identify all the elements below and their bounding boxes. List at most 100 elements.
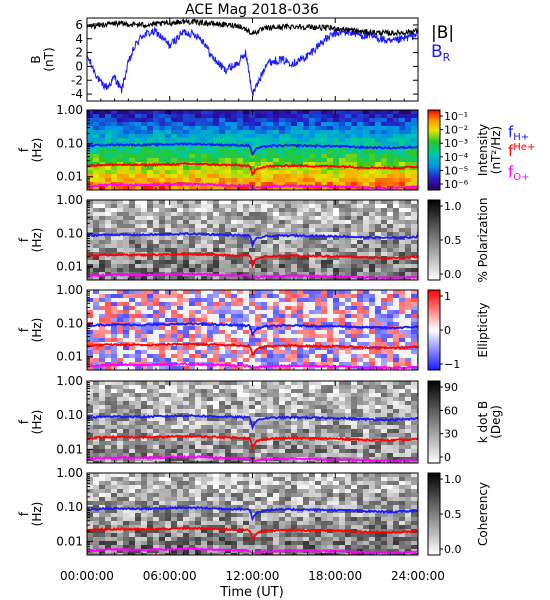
spectrogram-cell — [303, 248, 309, 252]
spectrogram-cell — [105, 449, 111, 453]
spectrogram-cell — [93, 489, 99, 493]
spectrogram-cell — [255, 453, 261, 457]
spectrogram-cell — [381, 110, 387, 114]
spectrogram-cell — [381, 449, 387, 453]
spectrogram-cell — [225, 318, 231, 322]
spectrogram-cell — [345, 449, 351, 453]
spectrogram-cell — [153, 338, 159, 342]
spectrogram-cell — [345, 244, 351, 248]
spectrogram-cell — [201, 174, 207, 178]
spectrogram-cell — [357, 389, 363, 393]
spectrogram-cell — [285, 244, 291, 248]
spectrogram-cell — [255, 413, 261, 417]
spectrogram-cell — [135, 389, 141, 393]
spectrogram-cell — [405, 322, 411, 326]
spectrogram-cell — [339, 134, 345, 138]
spectrogram-cell — [231, 346, 237, 350]
spectrogram-cell — [291, 306, 297, 310]
spectrogram-cell — [123, 330, 129, 334]
spectrogram-cell — [345, 461, 351, 463]
spectrogram-cell — [87, 236, 93, 240]
spectrogram-cell — [171, 445, 177, 449]
spectrogram-cell — [315, 433, 321, 437]
spectrogram-cell — [303, 186, 309, 190]
spectrogram-cell — [369, 453, 375, 457]
spectrogram-cell — [267, 425, 273, 429]
spectrogram-cell — [261, 186, 267, 190]
spectrogram-cell — [189, 290, 195, 294]
spectrogram-cell — [267, 114, 273, 118]
spectrogram-cell — [273, 158, 279, 162]
spectrogram-cell — [141, 441, 147, 445]
spectrogram-cell — [273, 276, 279, 280]
spectrogram-cell — [141, 212, 147, 216]
spectrogram-cell — [375, 220, 381, 224]
spectrogram-cell — [393, 314, 399, 318]
spectrogram-cell — [309, 413, 315, 417]
spectrogram-cell — [195, 228, 201, 232]
spectrogram-cell — [135, 260, 141, 264]
spectrogram-cell — [411, 385, 417, 389]
spectrogram-cell — [189, 294, 195, 298]
spectrogram-cell — [183, 449, 189, 453]
spectrogram-cell — [129, 228, 135, 232]
spectrogram-cell — [333, 346, 339, 350]
spectrogram-cell — [243, 425, 249, 429]
spectrogram-cell — [237, 248, 243, 252]
spectrogram-cell — [285, 186, 291, 190]
spectrogram-cell — [405, 142, 411, 146]
spectrogram-cell — [243, 240, 249, 244]
spectrogram-cell — [261, 248, 267, 252]
spectrogram-cell — [225, 306, 231, 310]
spectrogram-cell — [297, 310, 303, 314]
spectrogram-cell — [231, 224, 237, 228]
spectrogram-cell — [303, 174, 309, 178]
spectrogram-cell — [111, 354, 117, 358]
spectrogram-cell — [267, 346, 273, 350]
spectrogram-cell — [291, 264, 297, 268]
spectrogram-cell — [333, 306, 339, 310]
spectrogram-cell — [393, 228, 399, 232]
spectrogram-cell — [117, 397, 123, 401]
spectrogram-cell — [177, 134, 183, 138]
spectrogram-cell — [123, 134, 129, 138]
spectrogram-cell — [183, 294, 189, 298]
spectrogram-cell — [99, 302, 105, 306]
spectrogram-cell — [147, 326, 153, 330]
spectrogram-cell — [381, 477, 387, 481]
spectrogram-cell — [357, 142, 363, 146]
spectrogram-cell — [285, 200, 291, 204]
spectrogram-cell — [147, 174, 153, 178]
spectrogram-cell — [219, 122, 225, 126]
spectrogram-cell — [105, 306, 111, 310]
spectrogram-cell — [105, 381, 111, 385]
spectrogram-cell — [87, 228, 93, 232]
spectrogram-cell — [315, 385, 321, 389]
spectrogram-cell — [333, 473, 339, 477]
spectrogram-cell — [201, 150, 207, 154]
spectrogram-cell — [201, 244, 207, 248]
spectrogram-cell — [213, 405, 219, 409]
spectrogram-cell — [183, 437, 189, 441]
spectrogram-cell — [105, 260, 111, 264]
spectrogram-cell — [147, 477, 153, 481]
spectrogram-cell — [285, 290, 291, 294]
spectrogram-cell — [93, 268, 99, 272]
spectrogram-cell — [249, 326, 255, 330]
spectrogram-cell — [177, 429, 183, 433]
spectrogram-cell — [87, 314, 93, 318]
spectrogram-cell — [105, 433, 111, 437]
spectrogram-cell — [219, 204, 225, 208]
spectrogram-cell — [243, 405, 249, 409]
spectrogram-cell — [381, 385, 387, 389]
spectrogram-cell — [243, 216, 249, 220]
spectrogram-cell — [93, 208, 99, 212]
spectrogram-cell — [273, 290, 279, 294]
spectrogram-cell — [165, 166, 171, 170]
spectrogram-cell — [237, 294, 243, 298]
spectrogram-cell — [411, 224, 417, 228]
spectrogram-cell — [189, 457, 195, 461]
spectrogram-cell — [225, 228, 231, 232]
spectrogram-cell — [243, 354, 249, 358]
spectrogram-cell — [93, 290, 99, 294]
